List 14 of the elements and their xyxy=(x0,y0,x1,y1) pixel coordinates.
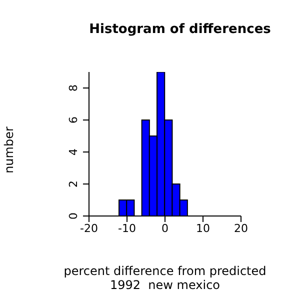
y-tick-label: 8 xyxy=(67,84,80,92)
y-tick-label: 4 xyxy=(67,148,80,156)
x-tick-label: -20 xyxy=(80,222,98,235)
x-tick-label: 10 xyxy=(196,222,210,235)
y-tick-label: 2 xyxy=(67,180,80,188)
y-tick-label: 6 xyxy=(67,116,80,124)
x-tick-label: 0 xyxy=(162,222,168,235)
x-tick-label: -10 xyxy=(118,222,136,235)
text: 1992 new mexico xyxy=(108,278,222,292)
x-axis-title: percent difference from predicted xyxy=(62,264,268,278)
y-tick-label: 0 xyxy=(67,212,80,220)
x-tick-label: 20 xyxy=(234,222,248,235)
y-axis-title: number xyxy=(2,126,16,174)
chart-title: Histogram of differences xyxy=(88,22,272,37)
